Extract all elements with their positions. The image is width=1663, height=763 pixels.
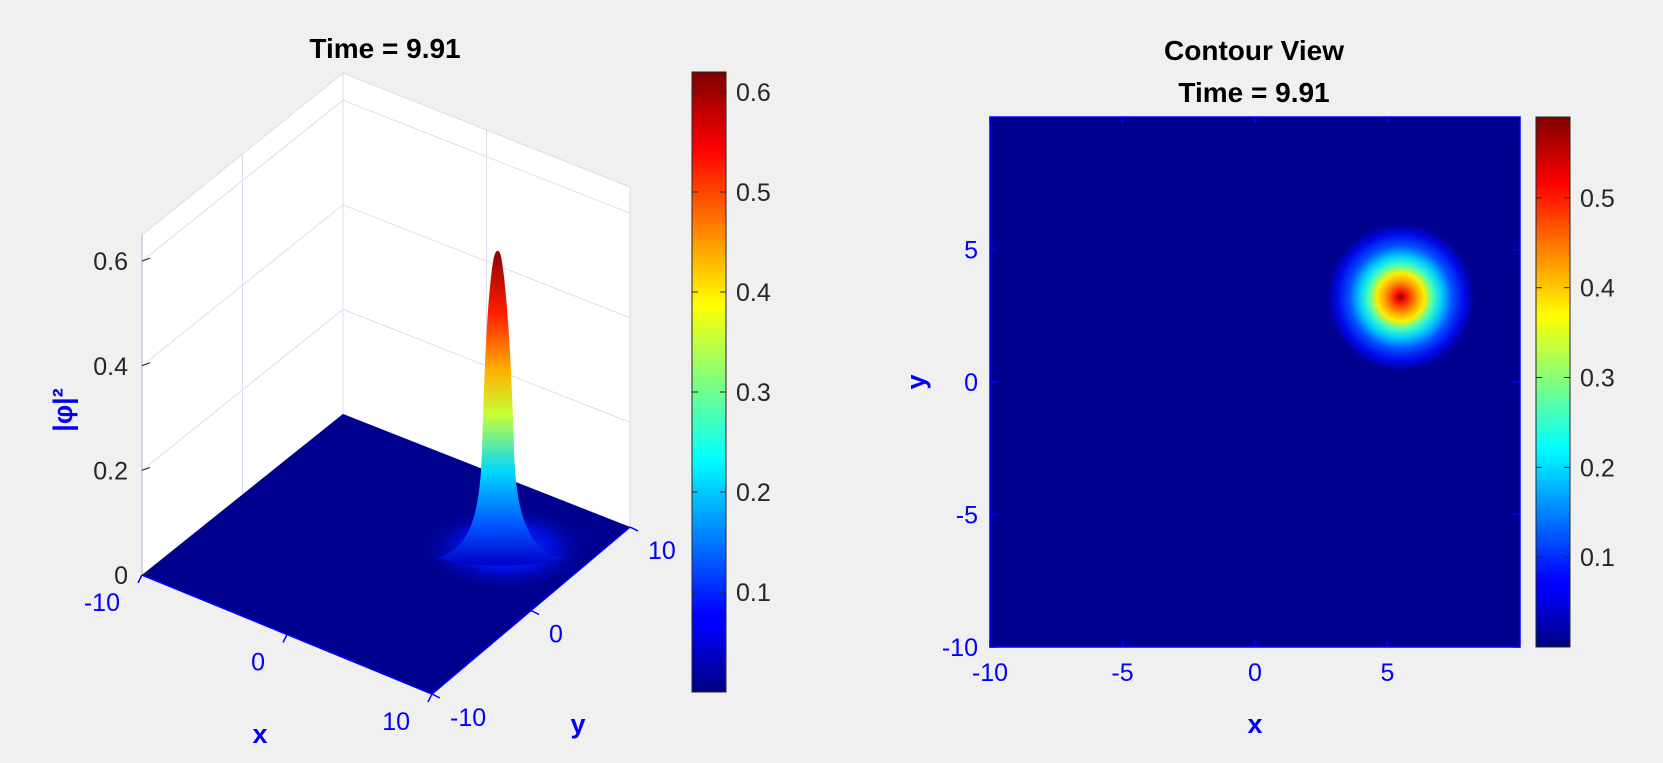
contour-x-tick-label: -5 <box>1111 659 1133 687</box>
z-tick-mark <box>141 571 151 576</box>
contour-colorbar <box>1535 116 1571 648</box>
surface-peak <box>436 250 562 566</box>
y-tick-label: 10 <box>648 537 676 565</box>
wall-gridline <box>141 99 631 262</box>
colorbar-tick-label: 0.2 <box>736 479 771 507</box>
y-tick-label: 0 <box>549 621 563 649</box>
x-tick-mark <box>137 574 143 584</box>
z-tick-label: 0 <box>114 562 128 590</box>
z-tick-label: 0.4 <box>93 353 128 381</box>
surface-colorbar-ticks: 0.1 0.2 0.3 0.4 0.5 0.6 <box>692 79 771 607</box>
colorbar-tick-label: 0.3 <box>736 379 771 407</box>
y-tick-mark <box>431 693 441 699</box>
z-axis-ticks: 0 0.2 0.4 0.6 <box>93 248 151 590</box>
colorbar-tick-label: 0.5 <box>1580 185 1615 213</box>
contour-y-ticks: -10 -5 0 5 <box>942 237 1520 662</box>
y-axis-label: y <box>570 709 585 739</box>
contour-x-tick-label: 0 <box>1248 659 1262 687</box>
y-tick-mark <box>530 609 540 616</box>
z-tick-mark <box>141 362 151 367</box>
z-tick-mark <box>141 466 151 471</box>
x-axis-label: x <box>252 719 267 749</box>
contour-x-tick-label: -10 <box>972 659 1008 687</box>
contour-y-tick-label: 5 <box>964 237 978 265</box>
colorbar-tick-label: 0.2 <box>1580 454 1615 482</box>
contour-peak <box>1326 223 1475 372</box>
colorbar-tick-label: 0.6 <box>736 79 771 107</box>
z-tick-mark <box>141 257 151 262</box>
contour-x-tick-label: 5 <box>1381 659 1395 687</box>
wall-gridline <box>141 308 631 471</box>
colorbar-tick-label: 0.5 <box>736 179 771 207</box>
contour-x-axis-label: x <box>1247 709 1262 739</box>
contour-y-tick-label: 0 <box>964 369 978 397</box>
z-axis-label: |φ|² <box>48 388 78 431</box>
z-tick-label: 0.6 <box>93 248 128 276</box>
contour-y-axis-label: y <box>901 374 931 389</box>
y-tick-label: -10 <box>450 704 486 732</box>
contour-colorbar-ticks: 0.1 0.2 0.3 0.4 0.5 <box>1536 185 1615 572</box>
x-axis-ticks: -10 0 10 <box>84 574 433 736</box>
x-tick-mark <box>427 693 433 703</box>
colorbar-tick-label: 0.3 <box>1580 365 1615 393</box>
y-tick-mark <box>629 526 639 532</box>
contour-plot-area <box>989 116 1521 648</box>
colorbar-tick-label: 0.4 <box>736 279 771 307</box>
colorbar-tick-label: 0.1 <box>736 579 771 607</box>
surface-title: Time = 9.91 <box>309 33 460 64</box>
surface-colorbar <box>691 71 727 693</box>
contour-y-tick-label: -5 <box>956 502 978 530</box>
contour-plot: Contour View Time = 9.91 -10 -5 0 5 -10 -5 0 5… <box>901 35 1615 739</box>
x-tick-label: 0 <box>251 649 265 677</box>
contour-y-tick-label: -10 <box>942 634 978 662</box>
z-tick-label: 0.2 <box>93 457 128 485</box>
x-tick-mark <box>282 634 288 643</box>
contour-title-line1: Contour View <box>1164 35 1344 66</box>
x-tick-label: -10 <box>84 589 120 617</box>
colorbar-tick-label: 0.4 <box>1580 275 1615 303</box>
x-tick-label: 10 <box>382 708 410 736</box>
contour-title-line2: Time = 9.91 <box>1178 77 1329 108</box>
y-axis-ticks: -10 0 10 <box>431 526 676 732</box>
contour-x-ticks: -10 -5 0 5 <box>972 117 1395 687</box>
colorbar-tick-label: 0.1 <box>1580 544 1615 572</box>
wall-gridline <box>141 204 631 367</box>
